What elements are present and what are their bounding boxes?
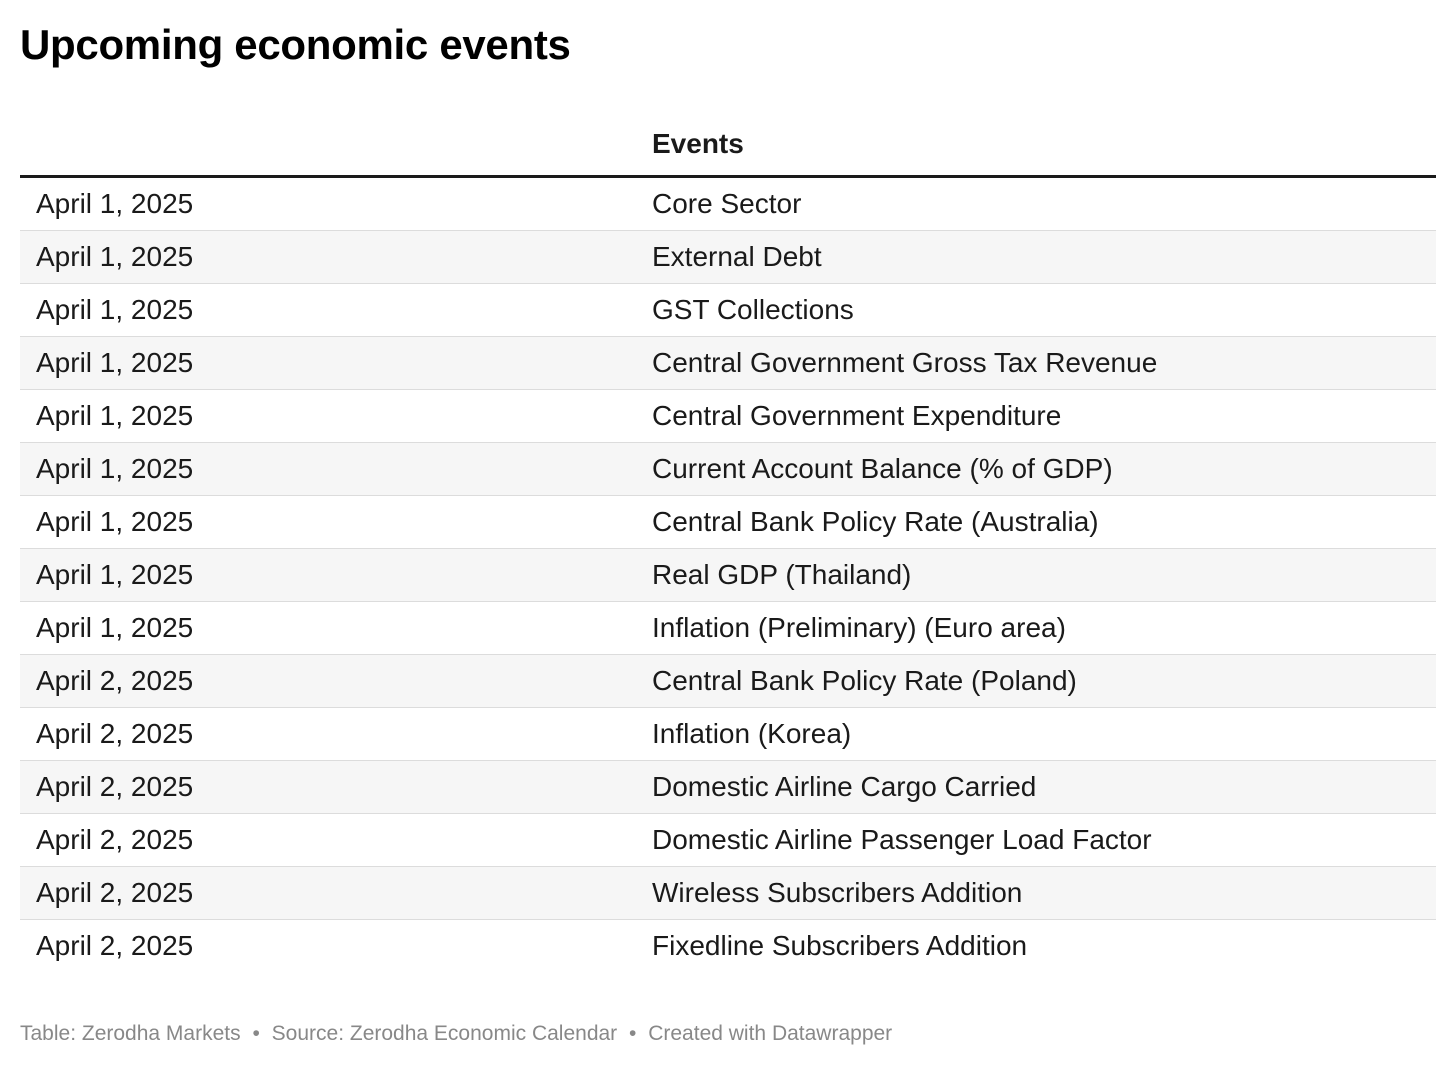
table-row: April 1, 2025 Inflation (Preliminary) (E…: [20, 601, 1436, 655]
date-cell: April 2, 2025: [20, 866, 652, 920]
event-cell: Domestic Airline Passenger Load Factor: [652, 813, 1436, 867]
table-row: April 2, 2025 Wireless Subscribers Addit…: [20, 866, 1436, 920]
table-row: April 2, 2025 Inflation (Korea): [20, 707, 1436, 761]
date-cell: April 1, 2025: [20, 389, 652, 443]
date-cell: April 2, 2025: [20, 707, 652, 761]
table-row: April 2, 2025 Domestic Airline Cargo Car…: [20, 760, 1436, 814]
event-cell: Inflation (Korea): [652, 707, 1436, 761]
event-cell: GST Collections: [652, 283, 1436, 337]
table-row: April 1, 2025 Central Government Gross T…: [20, 336, 1436, 390]
table-row: April 1, 2025 Real GDP (Thailand): [20, 548, 1436, 602]
date-cell: April 1, 2025: [20, 283, 652, 337]
event-cell: Central Government Expenditure: [652, 389, 1436, 443]
table-row: April 2, 2025 Domestic Airline Passenger…: [20, 813, 1436, 867]
date-cell: April 1, 2025: [20, 442, 652, 496]
date-cell: April 1, 2025: [20, 601, 652, 655]
table-row: April 1, 2025 Central Bank Policy Rate (…: [20, 495, 1436, 549]
date-cell: April 1, 2025: [20, 176, 652, 231]
source-credit: Source: Zerodha Economic Calendar: [271, 1022, 618, 1045]
event-cell: Core Sector: [652, 176, 1436, 231]
table-row: April 1, 2025 Current Account Balance (%…: [20, 442, 1436, 496]
date-cell: April 1, 2025: [20, 336, 652, 390]
event-cell: Central Bank Policy Rate (Australia): [652, 495, 1436, 549]
column-header-events: Events: [652, 112, 1436, 178]
date-cell: April 2, 2025: [20, 813, 652, 867]
table-footer: Table: Zerodha Markets • Source: Zerodha…: [20, 1019, 892, 1049]
created-with-credit: Created with Datawrapper: [648, 1022, 893, 1045]
event-cell: Central Bank Policy Rate (Poland): [652, 654, 1436, 708]
table-credit: Table: Zerodha Markets: [20, 1022, 241, 1045]
table-header: Events: [20, 112, 1436, 178]
date-cell: April 2, 2025: [36, 930, 194, 961]
event-cell: Fixedline Subscribers Addition: [652, 930, 1028, 961]
table-row: April 2, 2025 Central Bank Policy Rate (…: [20, 654, 1436, 708]
event-cell: Wireless Subscribers Addition: [652, 866, 1436, 920]
table-header-row: Events: [20, 112, 1436, 178]
table-row: April 2, 2025 Fixedline Subscribers Addi…: [20, 920, 1436, 973]
date-cell: April 1, 2025: [20, 495, 652, 549]
date-cell: April 1, 2025: [20, 548, 652, 602]
event-cell: External Debt: [652, 230, 1436, 284]
events-table: Events April 1, 2025 Core Sector April 1…: [20, 112, 1436, 972]
event-cell: Domestic Airline Cargo Carried: [652, 760, 1436, 814]
column-header-date: [20, 112, 652, 178]
footer-separator: •: [252, 1022, 260, 1045]
table-row: April 1, 2025 Core Sector: [20, 176, 1436, 231]
event-cell: Inflation (Preliminary) (Euro area): [652, 601, 1436, 655]
event-cell: Central Government Gross Tax Revenue: [652, 336, 1436, 390]
table-row: April 1, 2025 Central Government Expendi…: [20, 389, 1436, 443]
footer-separator: •: [629, 1022, 637, 1045]
table-body: April 1, 2025 Core Sector April 1, 2025 …: [20, 176, 1436, 973]
date-cell: April 2, 2025: [20, 760, 652, 814]
event-cell: Real GDP (Thailand): [652, 548, 1436, 602]
page-title: Upcoming economic events: [20, 21, 571, 68]
table-row: April 1, 2025 External Debt: [20, 230, 1436, 284]
table-row: April 1, 2025 GST Collections: [20, 283, 1436, 337]
date-cell: April 1, 2025: [20, 230, 652, 284]
date-cell: April 2, 2025: [20, 654, 652, 708]
event-cell: Current Account Balance (% of GDP): [652, 442, 1436, 496]
